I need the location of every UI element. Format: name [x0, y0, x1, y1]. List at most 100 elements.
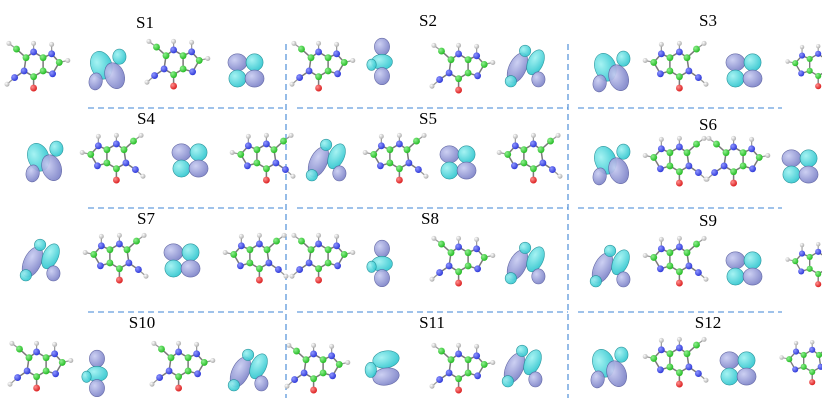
- hydrogen-atom: [138, 132, 144, 138]
- hydrogen-atom: [350, 58, 356, 63]
- carbon-atom: [675, 369, 683, 377]
- carbon-atom: [302, 356, 310, 364]
- orbital-density: [589, 244, 631, 288]
- hydrogen-atom: [658, 41, 664, 47]
- carbon-atom: [42, 354, 50, 362]
- nitrogen-atom: [30, 48, 38, 56]
- hydrogen-atom: [263, 132, 269, 138]
- nitrogen-atom: [694, 269, 702, 277]
- orbital-lobe-negative: [188, 159, 209, 178]
- hydrogen-atom: [151, 340, 157, 346]
- orbital-lobe-positive: [523, 349, 542, 376]
- nitrogen-atom: [817, 363, 822, 370]
- nitrogen-atom: [33, 348, 41, 356]
- orbital-lobe-positive: [737, 351, 756, 370]
- orbital-lobe-positive: [34, 238, 47, 251]
- carbon-atom: [666, 350, 674, 358]
- carbon-atom: [455, 375, 463, 383]
- hydrogen-atom: [283, 273, 289, 279]
- hydrogen-atom: [456, 342, 462, 348]
- nitrogen-atom: [798, 250, 806, 257]
- nitrogen-atom: [23, 367, 31, 375]
- hydrogen-atom: [288, 132, 294, 138]
- carbon-atom: [16, 345, 23, 353]
- hydrogen-atom: [34, 340, 40, 346]
- orbital-lobe-negative: [227, 53, 248, 72]
- nitrogen-atom: [455, 350, 463, 358]
- nitrogen-atom: [175, 348, 183, 356]
- orbital-density: [305, 138, 347, 182]
- oxygen-atom: [262, 176, 270, 184]
- orbital-density: [364, 350, 400, 386]
- hydrogen-atom: [779, 355, 784, 360]
- orbital-density: [501, 344, 543, 388]
- oxygen-atom: [315, 84, 323, 92]
- orbital-lobe-positive: [305, 169, 318, 182]
- hydrogen-atom: [286, 342, 292, 348]
- hydrogen-atom: [799, 44, 805, 50]
- nitrogen-atom: [300, 369, 308, 377]
- hydrogen-atom: [490, 253, 496, 258]
- hydrogen-atom: [474, 43, 480, 49]
- hydrogen-atom: [421, 132, 427, 138]
- carbon-atom: [112, 165, 120, 173]
- hydrogen-atom: [205, 56, 211, 61]
- orbital-lobe-positive: [320, 138, 333, 151]
- nitrogen-atom: [792, 366, 799, 373]
- carbon-atom: [675, 168, 683, 176]
- nitrogen-atom: [656, 165, 664, 173]
- state-label: S5: [419, 109, 437, 128]
- hydrogen-atom: [82, 250, 88, 255]
- hydrogen-atom: [555, 132, 561, 138]
- hydrogen-atom: [701, 235, 707, 241]
- molecule-structure: [7, 340, 74, 392]
- carbon-atom: [167, 354, 175, 362]
- state-panel-s12: S12: [590, 313, 822, 389]
- hydrogen-atom: [291, 232, 297, 238]
- hydrogen-atom: [113, 132, 119, 138]
- orbital-density: [592, 50, 631, 93]
- state-panel-s6: S6: [592, 115, 819, 187]
- nitrogen-atom: [305, 67, 313, 75]
- carbon-atom: [693, 341, 700, 349]
- hydrogen-atom: [95, 133, 101, 139]
- carbon-atom: [293, 347, 300, 355]
- carbon-atom: [340, 250, 348, 258]
- carbon-atom: [529, 165, 537, 173]
- carbon-atom: [739, 162, 747, 170]
- carbon-atom: [319, 369, 327, 377]
- oxygen-atom: [529, 176, 537, 184]
- carbon-atom: [792, 60, 799, 67]
- orbital-density: [88, 48, 127, 91]
- nitrogen-atom: [455, 50, 463, 58]
- nitrogen-atom: [749, 165, 757, 173]
- orbital-lobe-negative: [781, 149, 802, 168]
- orbital-lobe-negative: [89, 349, 105, 368]
- nitrogen-atom: [334, 262, 342, 270]
- hydrogen-atom: [530, 132, 536, 138]
- nitrogen-atom: [656, 265, 664, 273]
- nitrogen-atom: [685, 67, 693, 75]
- orbital-lobe-positive: [519, 241, 532, 254]
- carbon-atom: [693, 45, 700, 53]
- orbital-lobe-positive: [366, 58, 377, 71]
- hydrogen-atom: [143, 273, 149, 279]
- carbon-atom: [386, 159, 394, 167]
- orbital-density: [504, 44, 546, 88]
- hydrogen-atom: [210, 358, 216, 363]
- carbon-atom: [123, 246, 131, 254]
- hydrogen-atom: [809, 339, 815, 345]
- carbon-atom: [324, 54, 332, 62]
- nitrogen-atom: [315, 48, 323, 56]
- carbon-atom: [270, 146, 278, 154]
- nitrogen-atom: [809, 346, 816, 353]
- hydrogen-atom: [429, 383, 435, 389]
- oxygen-atom: [815, 281, 822, 288]
- oxygen-atom: [455, 279, 463, 287]
- nitrogen-atom: [675, 243, 683, 251]
- orbital-lobe-positive: [726, 69, 745, 88]
- carbon-atom: [184, 367, 192, 375]
- state-label: S1: [136, 13, 154, 32]
- state-panel-s1: S1: [4, 13, 265, 92]
